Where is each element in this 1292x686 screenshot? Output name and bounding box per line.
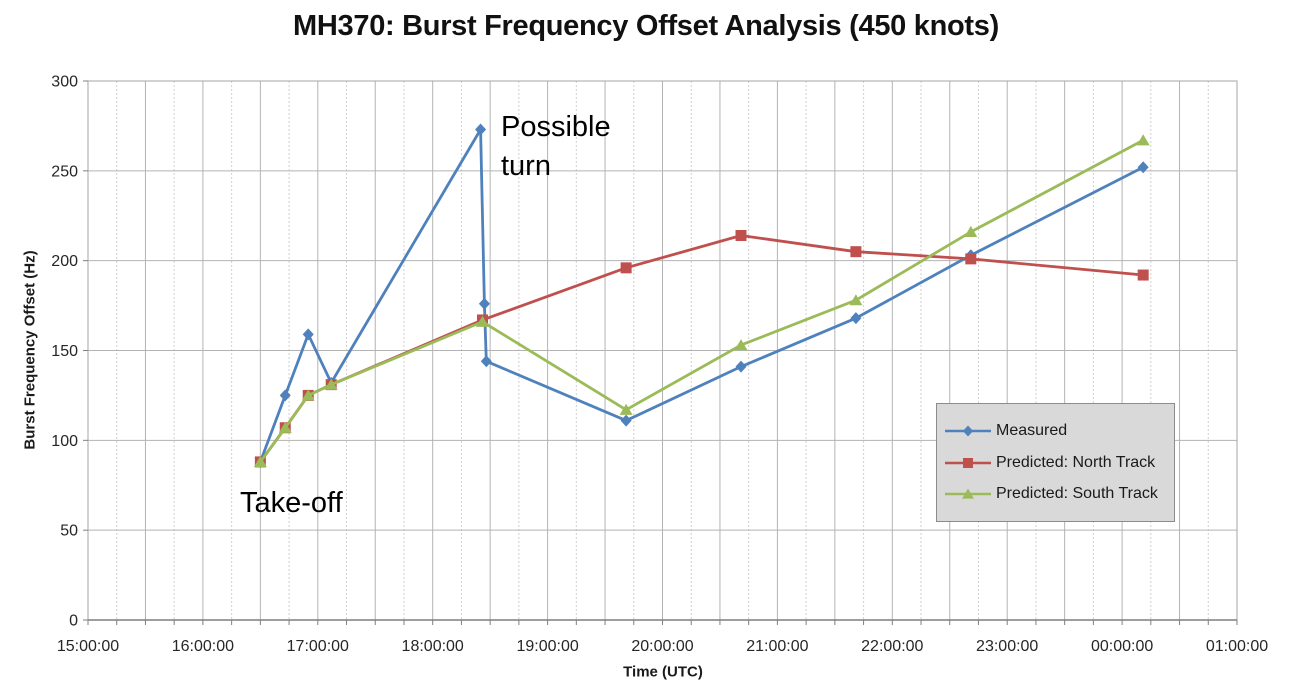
north-track-line-icon <box>945 457 991 468</box>
series-marker-0 <box>850 312 862 325</box>
series-marker-0 <box>620 414 632 427</box>
series-marker-0 <box>478 297 490 310</box>
x-tick-label: 00:00:00 <box>1091 638 1153 655</box>
series-marker-0 <box>1137 161 1149 174</box>
legend-label-south-track: Predicted: South Track <box>996 485 1158 503</box>
series-marker-2 <box>1136 134 1150 146</box>
annotation-possible-turn: Possible turn <box>501 111 611 182</box>
series-marker-2 <box>476 315 489 327</box>
legend-label-north-track: Predicted: North Track <box>996 453 1156 471</box>
series-marker-0 <box>480 355 492 368</box>
series-marker-0 <box>735 360 747 373</box>
y-tick-label: 0 <box>69 613 78 630</box>
legend-marker <box>962 425 974 437</box>
annotation-take-off: Take-off <box>240 487 343 519</box>
y-tick-label: 300 <box>51 74 78 91</box>
series-marker-1 <box>620 262 632 274</box>
series-line-0 <box>258 128 1145 464</box>
series-marker-2 <box>301 389 315 401</box>
y-tick-label: 150 <box>51 343 78 360</box>
x-tick-label: 23:00:00 <box>976 638 1038 655</box>
y-axis-title: Burst Frequency Offset (Hz) <box>21 250 39 450</box>
y-tick-label: 250 <box>51 163 78 180</box>
south-track-line-icon <box>945 488 991 499</box>
legend-item-south-track: Predicted: South Track <box>944 485 1170 503</box>
series-marker-0 <box>475 123 487 136</box>
y-tick-label: 200 <box>51 253 78 270</box>
x-tick-label: 19:00:00 <box>516 638 578 655</box>
measured-line-icon <box>945 425 991 437</box>
y-tick-label: 100 <box>51 433 78 450</box>
series-marker-1 <box>735 230 747 242</box>
chart-title: MH370: Burst Frequency Offset Analysis (… <box>293 10 999 42</box>
legend-label-measured: Measured <box>996 421 1068 439</box>
legend-item-measured: Measured <box>944 422 1170 440</box>
series-marker-2 <box>849 294 863 306</box>
x-tick-label: 15:00:00 <box>57 638 119 655</box>
x-tick-label: 21:00:00 <box>746 638 808 655</box>
legend-marker <box>962 488 974 499</box>
series-marker-2 <box>964 225 978 238</box>
x-tick-label: 20:00:00 <box>631 638 693 655</box>
series-marker-1 <box>850 246 862 258</box>
series-marker-2 <box>734 339 748 351</box>
series-marker-2 <box>619 403 633 415</box>
x-tick-label: 16:00:00 <box>172 638 234 655</box>
x-tick-label: 22:00:00 <box>861 638 923 655</box>
legend-item-north-track: Predicted: North Track <box>944 454 1170 472</box>
series-marker-2 <box>324 378 338 390</box>
x-tick-label: 17:00:00 <box>287 638 349 655</box>
x-axis-title: Time (UTC) <box>623 663 703 681</box>
series-marker-0 <box>302 328 314 341</box>
legend-marker <box>963 457 973 468</box>
x-tick-label: 01:00:00 <box>1206 638 1268 655</box>
series-marker-1 <box>1137 269 1149 281</box>
series-marker-0 <box>279 389 291 402</box>
y-tick-label: 50 <box>60 523 78 540</box>
series-marker-2 <box>278 421 292 433</box>
series-marker-2 <box>253 455 267 467</box>
series-line-2 <box>258 138 1145 464</box>
x-tick-label: 18:00:00 <box>402 638 464 655</box>
series-marker-1 <box>965 253 977 265</box>
legend: Measured Predicted: North Track Predicte… <box>936 403 1175 522</box>
